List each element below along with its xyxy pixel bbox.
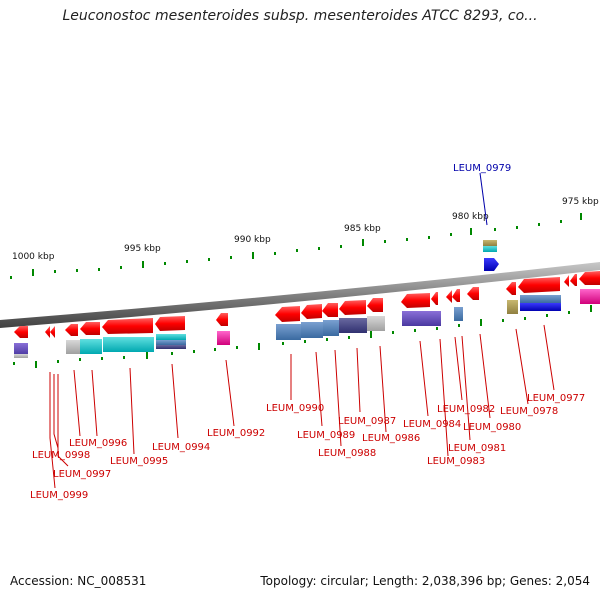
feature-track-navy: [156, 345, 186, 349]
genome-backbone: [0, 262, 600, 328]
gene-label-LEUM_0984[interactable]: LEUM_0984: [403, 419, 461, 430]
gene-LEUM_0999[interactable]: [14, 326, 28, 338]
gene-LEUM_0989[interactable]: [301, 304, 322, 319]
feature-track-gray: [66, 340, 80, 354]
feature-track-purple: [14, 343, 28, 355]
gene-label-LEUM_0987[interactable]: LEUM_0987: [338, 416, 396, 427]
gene-LEUM_0984[interactable]: [401, 293, 430, 308]
topology-summary-text: Topology: circular; Length: 2,038,396 bp…: [260, 574, 590, 588]
gene-LEUM_0978a[interactable]: [506, 282, 516, 295]
gene-LEUM_0978[interactable]: [518, 277, 560, 293]
gene-LEUM_0988[interactable]: [322, 303, 338, 317]
gene-LEUM_0983[interactable]: [431, 292, 438, 305]
gene-label-LEUM_0981[interactable]: LEUM_0981: [448, 443, 506, 454]
gene-label-LEUM_0992[interactable]: LEUM_0992: [207, 428, 265, 439]
gene-LEUM_0994[interactable]: [155, 316, 185, 331]
genome-title: Leuconostoc mesenteroides subsp. mesente…: [62, 8, 538, 24]
scale-label-995kbp: 995 kbp: [124, 244, 161, 254]
gene-label-LEUM_0988[interactable]: LEUM_0988: [318, 448, 376, 459]
feature-track-blue: [520, 303, 561, 311]
gene-label-LEUM_0996[interactable]: LEUM_0996: [69, 438, 127, 449]
scale-label-990kbp: 990 kbp: [234, 235, 271, 245]
gene-label-LEUM_0982[interactable]: LEUM_0982: [437, 404, 495, 415]
feature-track-cyan: [103, 337, 154, 352]
gene-label-LEUM_0995[interactable]: LEUM_0995: [110, 456, 168, 467]
gene-label-LEUM_0998[interactable]: LEUM_0998: [32, 450, 90, 461]
feature-track-steel: [156, 340, 186, 345]
gene-LEUM_0998[interactable]: [45, 326, 50, 338]
feature-track-steel: [520, 295, 561, 303]
scale-tick-row: [10, 213, 582, 279]
gene-label-LEUM_0986[interactable]: LEUM_0986: [362, 433, 420, 444]
gene-LEUM_0981[interactable]: [452, 289, 460, 302]
gene-LEUM_0992[interactable]: [216, 313, 228, 326]
feature-track-gray: [367, 316, 385, 331]
feature-track-steel: [301, 322, 323, 338]
feature-track-steel: [323, 320, 339, 336]
feature-track-pink: [580, 289, 600, 304]
gene-LEUM_0995[interactable]: [102, 318, 153, 334]
label-leader-lines: [49, 324, 555, 489]
feature-track-steel: [454, 307, 463, 321]
gene-LEUM_0979[interactable]: [484, 258, 499, 271]
gene-label-LEUM_0983[interactable]: LEUM_0983: [427, 456, 485, 467]
gene-label-LEUM_0990[interactable]: LEUM_0990: [266, 403, 324, 414]
gene-label-LEUM_0999[interactable]: LEUM_0999: [30, 490, 88, 501]
gene-LEUM_0986[interactable]: [367, 298, 383, 312]
gene-label-LEUM_0997[interactable]: LEUM_0997: [53, 469, 111, 480]
feature-track-olive: [507, 300, 518, 314]
gene-LEUM_0979-track-cyan: [483, 246, 497, 252]
gene-LEUM_0982[interactable]: [446, 290, 452, 303]
gene-LEUM_0996b[interactable]: [80, 322, 100, 335]
scale-label-985kbp: 985 kbp: [344, 224, 381, 234]
gene-LEUM_0996[interactable]: [65, 324, 78, 336]
feature-track-steel: [276, 324, 301, 340]
lower-tick-row: [13, 305, 592, 368]
feature-track-pink: [217, 331, 230, 345]
feature-track-cyan: [156, 334, 186, 340]
gene-label-LEUM_0978[interactable]: LEUM_0978: [500, 406, 558, 417]
feature-track-cyan: [80, 339, 102, 354]
feature-track-purple: [402, 311, 441, 326]
feature-track-gray: [14, 354, 28, 358]
gene-LEUM_0979-track-olive: [483, 240, 497, 246]
scale-label-975kbp: 975 kbp: [562, 197, 599, 207]
gene-label-LEUM_0977[interactable]: LEUM_0977: [527, 393, 585, 404]
gene-LEUM_0977a[interactable]: [564, 275, 569, 287]
genome-map-canvas: 1000 kbp 995 kbp 990 kbp 985 kbp 980 kbp…: [0, 163, 600, 501]
gene-LEUM_0980[interactable]: [467, 287, 479, 300]
gene-label-LEUM_0994[interactable]: LEUM_0994: [152, 442, 210, 453]
gene-LEUM_0990[interactable]: [275, 306, 300, 322]
accession-text: Accession: NC_008531: [10, 574, 147, 588]
gene-LEUM_0977[interactable]: [579, 271, 600, 285]
gene-label-LEUM_0989[interactable]: LEUM_0989: [297, 430, 355, 441]
gene-LEUM_0987[interactable]: [339, 300, 366, 315]
gene-label-LEUM_0980[interactable]: LEUM_0980: [463, 422, 521, 433]
gene-LEUM_0997[interactable]: [50, 326, 55, 338]
label-leader-LEUM_0979: [479, 172, 488, 226]
gene-LEUM_0977b[interactable]: [570, 274, 577, 286]
feature-track-navy: [339, 318, 367, 333]
scale-label-980kbp: 980 kbp: [452, 212, 489, 222]
gene-label-LEUM_0979[interactable]: LEUM_0979: [453, 163, 511, 174]
scale-label-1000kbp: 1000 kbp: [12, 252, 55, 262]
